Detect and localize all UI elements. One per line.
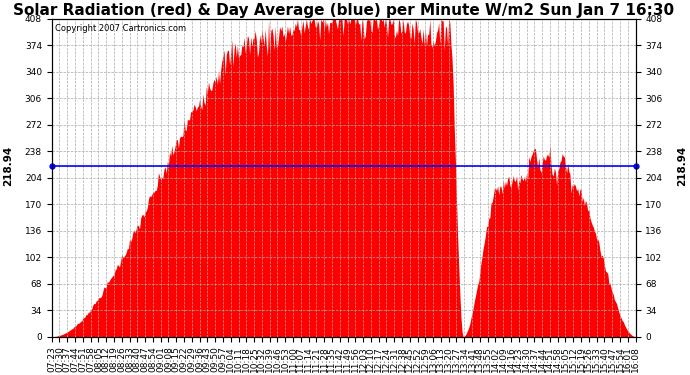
Text: 218.94: 218.94 bbox=[677, 146, 687, 186]
Text: Copyright 2007 Cartronics.com: Copyright 2007 Cartronics.com bbox=[55, 24, 186, 33]
Text: 218.94: 218.94 bbox=[3, 146, 13, 186]
Title: Solar Radiation (red) & Day Average (blue) per Minute W/m2 Sun Jan 7 16:30: Solar Radiation (red) & Day Average (blu… bbox=[13, 3, 674, 18]
